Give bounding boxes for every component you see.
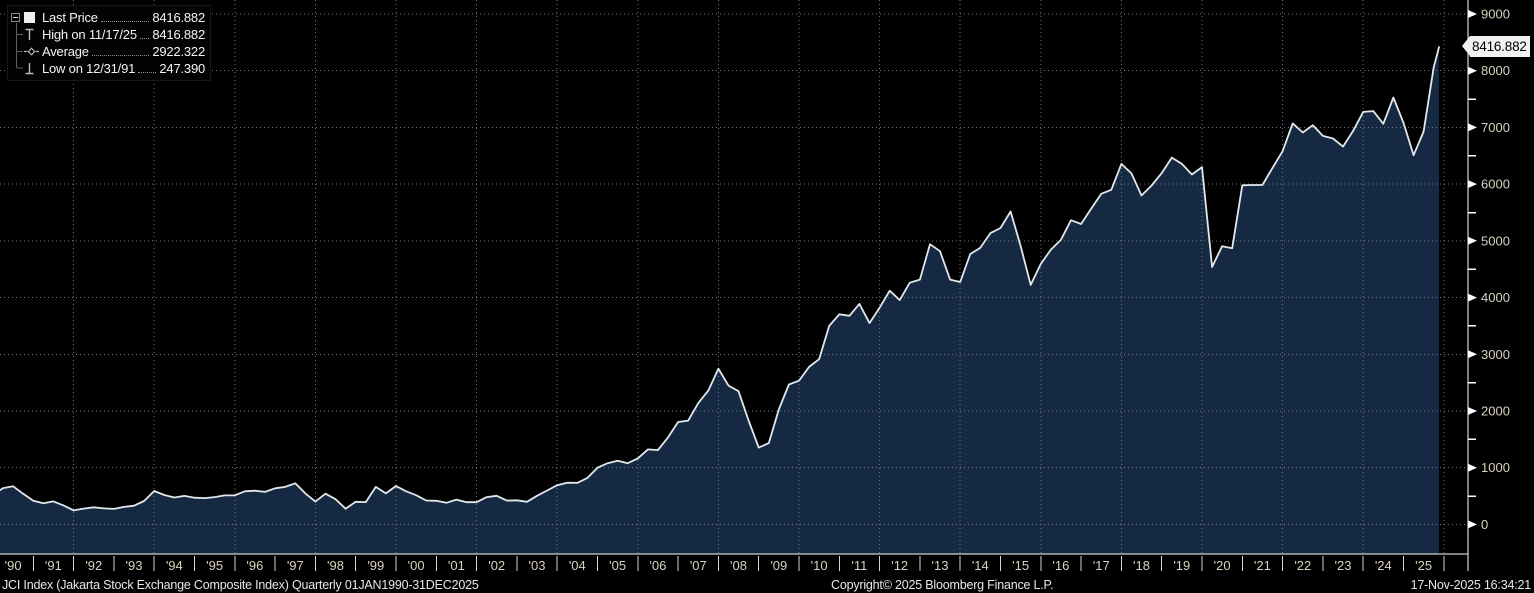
last-price-axis-tag: 8416.882 xyxy=(1462,36,1530,57)
svg-text:'98: '98 xyxy=(327,558,344,573)
svg-text:'04: '04 xyxy=(569,558,586,573)
svg-text:'21: '21 xyxy=(1254,558,1271,573)
legend-label: Average xyxy=(42,44,89,59)
svg-text:'15: '15 xyxy=(1012,558,1029,573)
chart-canvas[interactable]: 0 1000 2000 3000 4000 5000 6000 7000 8000 9000 '90… xyxy=(0,0,1534,578)
legend-label: High on 11/17/25 xyxy=(42,27,137,42)
legend-collapse-toggle[interactable] xyxy=(11,13,20,22)
high-marker-icon xyxy=(25,28,34,40)
svg-text:'12: '12 xyxy=(891,558,908,573)
footer-timestamp: 17-Nov-2025 16:34:21 xyxy=(1410,578,1532,592)
legend-row-average[interactable]: Average 2922.322 xyxy=(24,43,205,60)
legend-value: 2922.322 xyxy=(152,44,205,59)
svg-text:'02: '02 xyxy=(488,558,505,573)
gridlines xyxy=(0,0,1468,554)
svg-text:'94: '94 xyxy=(166,558,183,573)
average-marker-icon xyxy=(24,47,39,56)
svg-text:'99: '99 xyxy=(367,558,384,573)
legend-leader xyxy=(91,54,150,56)
y-axis-ticks: 0 1000 2000 3000 4000 5000 6000 7000 8000 9000 xyxy=(1468,7,1510,532)
svg-text:6000: 6000 xyxy=(1481,177,1510,192)
svg-text:'10: '10 xyxy=(811,558,828,573)
x-axis-ticks: '90 '91 '92 '93 '94 '95 '96 '97 '98 '99 '00 '01 '02 '… xyxy=(5,554,1469,573)
legend-leader xyxy=(138,71,157,73)
svg-text:'97: '97 xyxy=(287,558,304,573)
svg-text:5000: 5000 xyxy=(1481,233,1510,248)
svg-text:'22: '22 xyxy=(1294,558,1311,573)
legend-row-last-price[interactable]: Last Price 8416.882 xyxy=(24,9,205,26)
footer-copyright: Copyright© 2025 Bloomberg Finance L.P. xyxy=(831,578,1054,592)
price-line xyxy=(0,46,1440,512)
legend-value: 8416.882 xyxy=(152,27,205,42)
legend-row-low[interactable]: Low on 12/31/91 247.390 xyxy=(24,60,205,77)
legend-label: Low on 12/31/91 xyxy=(42,61,136,76)
svg-text:1000: 1000 xyxy=(1481,460,1510,475)
svg-text:'03: '03 xyxy=(529,558,546,573)
svg-text:4000: 4000 xyxy=(1481,290,1510,305)
svg-text:'19: '19 xyxy=(1173,558,1190,573)
last-price-swatch-icon xyxy=(24,12,35,23)
svg-text:'93: '93 xyxy=(126,558,143,573)
chart-legend: Last Price 8416.882 High on 11/17/25 841… xyxy=(7,5,211,81)
svg-text:'16: '16 xyxy=(1052,558,1069,573)
legend-leader xyxy=(139,37,150,39)
svg-text:'17: '17 xyxy=(1093,558,1110,573)
footer-bar: JCI Index (Jakarta Stock Exchange Compos… xyxy=(0,578,1534,593)
svg-text:7000: 7000 xyxy=(1481,120,1510,135)
svg-text:'25: '25 xyxy=(1415,558,1432,573)
footer-security-description: JCI Index (Jakarta Stock Exchange Compos… xyxy=(2,578,479,592)
legend-row-high[interactable]: High on 11/17/25 8416.882 xyxy=(24,26,205,43)
svg-text:2000: 2000 xyxy=(1481,404,1510,419)
svg-text:'07: '07 xyxy=(690,558,707,573)
svg-text:'92: '92 xyxy=(85,558,102,573)
svg-text:9000: 9000 xyxy=(1481,7,1510,22)
svg-text:3000: 3000 xyxy=(1481,347,1510,362)
svg-text:'01: '01 xyxy=(448,558,465,573)
low-marker-icon xyxy=(25,63,34,75)
svg-text:'00: '00 xyxy=(408,558,425,573)
svg-text:'14: '14 xyxy=(972,558,989,573)
svg-text:'11: '11 xyxy=(851,558,867,573)
area-fill xyxy=(0,47,1439,554)
legend-value: 247.390 xyxy=(159,61,205,76)
svg-text:'08: '08 xyxy=(730,558,747,573)
svg-text:8000: 8000 xyxy=(1481,63,1510,78)
svg-text:'18: '18 xyxy=(1133,558,1150,573)
svg-text:'09: '09 xyxy=(770,558,787,573)
legend-label: Last Price xyxy=(42,10,98,25)
svg-text:'24: '24 xyxy=(1375,558,1392,573)
svg-text:'13: '13 xyxy=(932,558,949,573)
legend-value: 8416.882 xyxy=(152,10,205,25)
axes xyxy=(0,0,1469,555)
legend-tree-lines xyxy=(16,23,23,69)
svg-text:0: 0 xyxy=(1481,517,1488,532)
svg-text:'20: '20 xyxy=(1214,558,1231,573)
legend-leader xyxy=(100,20,150,22)
svg-text:'05: '05 xyxy=(609,558,626,573)
svg-text:'95: '95 xyxy=(206,558,223,573)
svg-text:'23: '23 xyxy=(1335,558,1352,573)
svg-text:'06: '06 xyxy=(649,558,666,573)
svg-text:'96: '96 xyxy=(246,558,263,573)
svg-text:'91: '91 xyxy=(45,558,62,573)
svg-text:'90: '90 xyxy=(5,558,22,573)
